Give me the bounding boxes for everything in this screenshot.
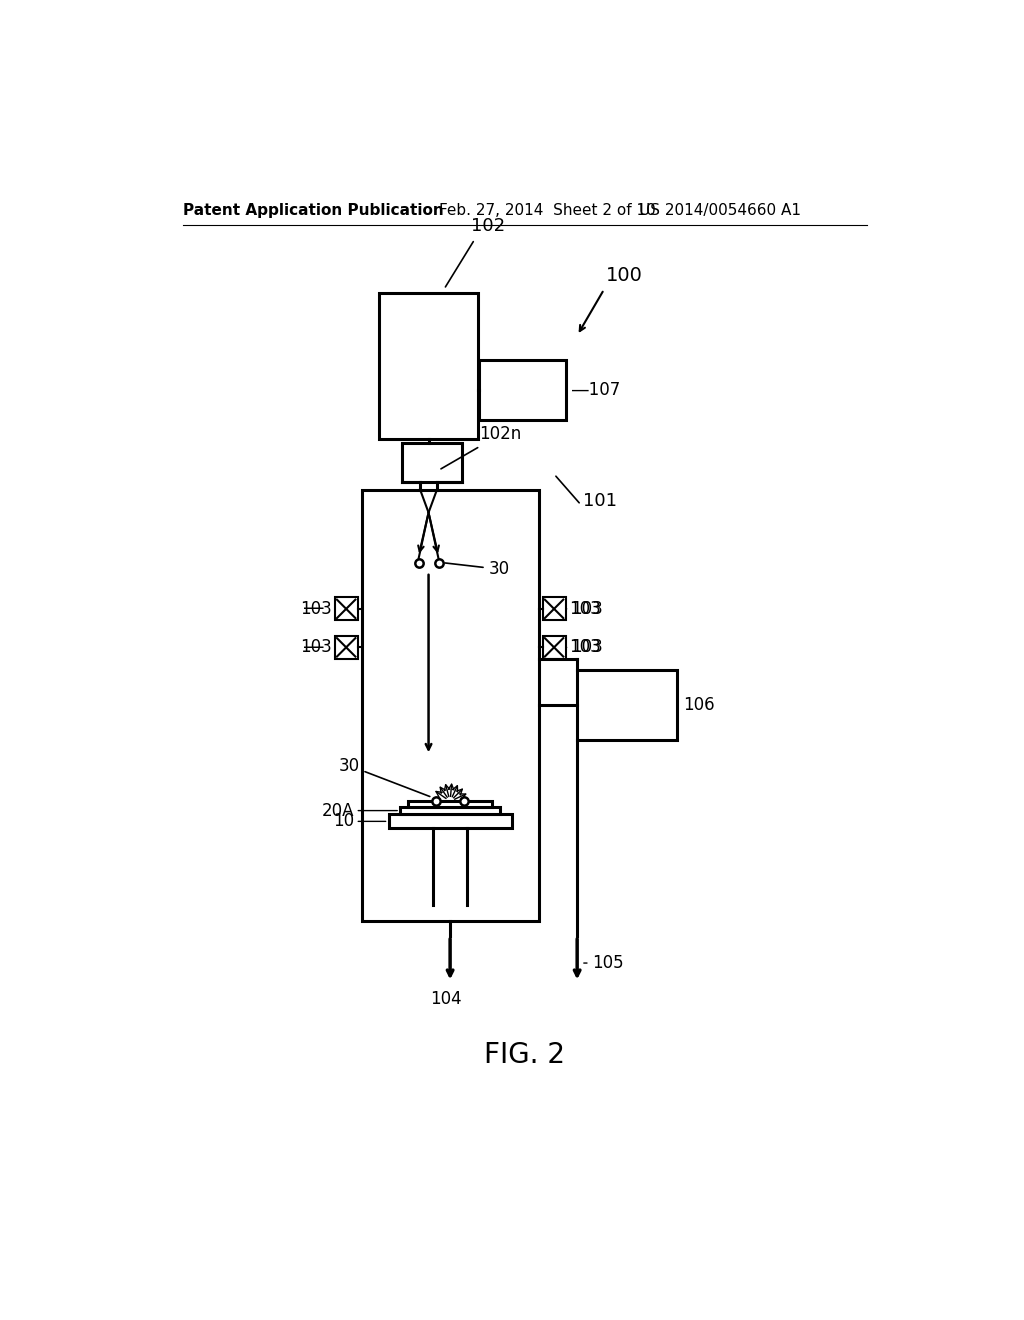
Bar [543,597,565,620]
Bar [379,293,478,440]
Text: 104: 104 [430,990,462,1008]
Text: 103: 103 [301,599,333,618]
Bar [400,807,500,814]
Text: 103: 103 [565,639,601,656]
Text: Patent Application Publication: Patent Application Publication [183,203,443,218]
Text: 30: 30 [339,756,430,796]
Bar [335,597,357,620]
Bar [543,636,565,659]
Text: ―107: ―107 [571,381,620,399]
Text: 101: 101 [584,492,617,510]
Text: 105: 105 [584,954,625,972]
Bar [388,814,512,829]
Bar [402,444,463,482]
Text: US 2014/0054660 A1: US 2014/0054660 A1 [639,203,801,218]
Text: 103: 103 [571,639,603,656]
Text: 103: 103 [301,639,333,656]
Text: 10: 10 [333,812,354,830]
Text: 102n: 102n [441,425,521,469]
Text: Feb. 27, 2014  Sheet 2 of 10: Feb. 27, 2014 Sheet 2 of 10 [438,203,655,218]
Bar [361,490,539,921]
Text: ―: ― [304,599,324,618]
Bar [408,801,493,807]
Text: 106: 106 [683,696,715,714]
Bar [335,636,357,659]
Bar [578,671,677,739]
Text: ―: ― [304,638,324,657]
Text: 103: 103 [571,599,603,618]
Text: 102: 102 [471,218,505,235]
Text: 30: 30 [445,560,510,578]
Bar [479,360,565,420]
Text: 100: 100 [605,267,642,285]
Text: 20A: 20A [322,801,354,820]
Text: 103: 103 [565,599,601,618]
Text: FIG. 2: FIG. 2 [484,1041,565,1069]
